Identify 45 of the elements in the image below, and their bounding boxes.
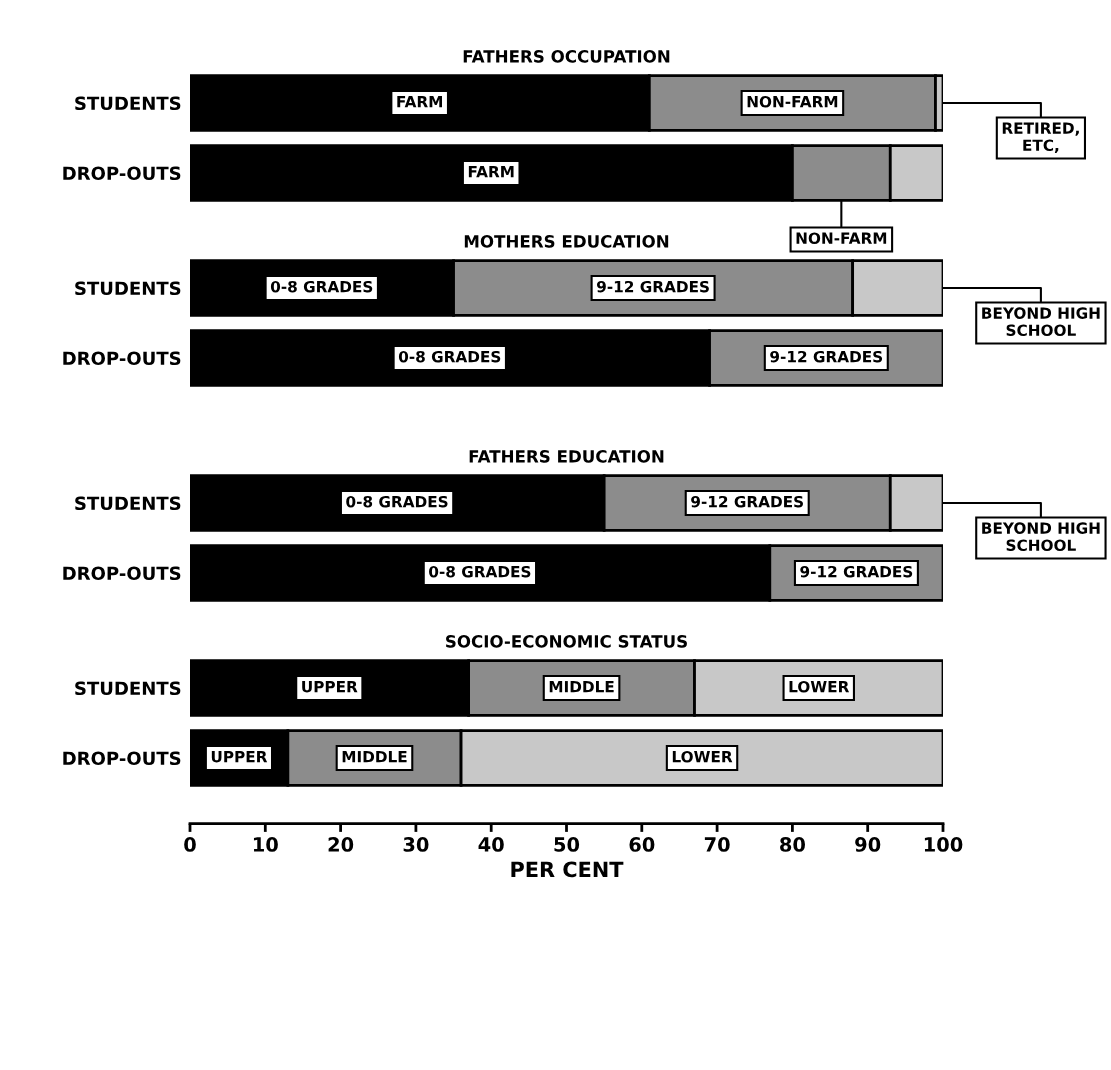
data-label: FARM <box>397 96 442 108</box>
y-tick-label: STUDENTS <box>75 681 181 696</box>
data-label: UPPER <box>211 751 268 763</box>
x-tick-label: 10 <box>253 837 278 852</box>
data-label: NON-FARM <box>796 232 887 244</box>
x-tick-label: 90 <box>855 837 881 852</box>
data-label: RETIRED, ETC, <box>1002 122 1079 153</box>
data-label: FARM <box>468 166 514 178</box>
y-tick-label: DROP-OUTS <box>63 751 181 766</box>
data-label: 0-8 GRADES <box>270 280 373 293</box>
chart-title: FATHERS EDUCATION <box>469 450 664 463</box>
data-label: UPPER <box>302 681 358 693</box>
x-tick-label: 100 <box>924 837 963 852</box>
data-label: LOWER <box>789 680 850 693</box>
x-tick-label: 70 <box>704 837 730 852</box>
x-tick-label: 40 <box>478 837 504 852</box>
y-tick-label: DROP-OUTS <box>63 166 181 181</box>
data-label: 0-8 GRADES <box>398 350 501 363</box>
x-tick-label: 20 <box>328 837 354 852</box>
y-tick-label: STUDENTS <box>75 281 181 296</box>
data-label: 9-12 GRADES <box>770 350 883 363</box>
chart-title: FATHERS OCCUPATION <box>463 50 670 63</box>
x-tick-label: 80 <box>780 837 805 852</box>
data-label: 9-12 GRADES <box>596 280 709 293</box>
y-tick-label: STUDENTS <box>75 96 181 111</box>
y-tick-label: DROP-OUTS <box>63 566 181 581</box>
y-tick-label: STUDENTS <box>75 496 181 511</box>
data-label: NON-FARM <box>747 95 838 108</box>
x-tick-label: 30 <box>403 837 429 852</box>
y-tick-label: DROP-OUTS <box>63 351 181 366</box>
x-tick-label: 50 <box>554 837 580 852</box>
data-label: LOWER <box>672 750 733 763</box>
x-tick-label: 60 <box>629 837 655 852</box>
data-label: 0-8 GRADES <box>346 495 448 508</box>
data-label: BEYOND HIGH SCHOOL <box>982 522 1100 551</box>
data-label: BEYOND HIGH SCHOOL <box>982 307 1100 336</box>
data-label: 9-12 GRADES <box>691 495 803 508</box>
data-label: 9-12 GRADES <box>800 565 913 578</box>
data-label: 0-8 GRADES <box>429 565 531 578</box>
x-tick-label: 0 <box>184 837 196 852</box>
chart-title: SOCIO-ECONOMIC STATUS <box>446 635 687 648</box>
chart-title: MOTHERS EDUCATION <box>464 235 669 248</box>
x-axis-title: PER CENT <box>511 861 624 878</box>
data-label: MIDDLE <box>549 681 614 693</box>
data-label: MIDDLE <box>342 751 407 763</box>
